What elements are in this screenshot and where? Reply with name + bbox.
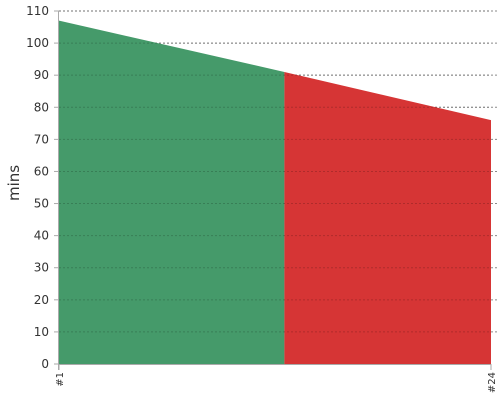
y-tick-labels: 0 10 20 30 40 50 60 70 80 90 100 110: [26, 4, 59, 371]
y-tick-label: 50: [34, 197, 49, 211]
y-tick-label: 10: [34, 325, 49, 339]
y-tick-label: 110: [26, 4, 49, 18]
axes: [58, 11, 491, 370]
y-tick-label: 80: [34, 100, 49, 114]
x-tick-label: #24: [487, 372, 498, 393]
y-tick-label: 90: [34, 68, 49, 82]
y-tick-label: 60: [34, 164, 49, 178]
y-tick-label: 0: [41, 357, 49, 371]
y-tick-label: 30: [34, 261, 49, 275]
x-tick-label: #1: [55, 372, 66, 387]
series-areas: [59, 10, 491, 365]
y-tick-label: 40: [34, 229, 49, 243]
y-tick-label: 20: [34, 293, 49, 307]
y-axis-title: mins: [5, 165, 23, 201]
area-series-2: [284, 71, 491, 365]
y-tick-label: 100: [26, 36, 49, 50]
area-series-1: [59, 20, 285, 365]
x-tick-labels: #1 #24: [55, 364, 498, 393]
y-tick-label: 70: [34, 132, 49, 146]
